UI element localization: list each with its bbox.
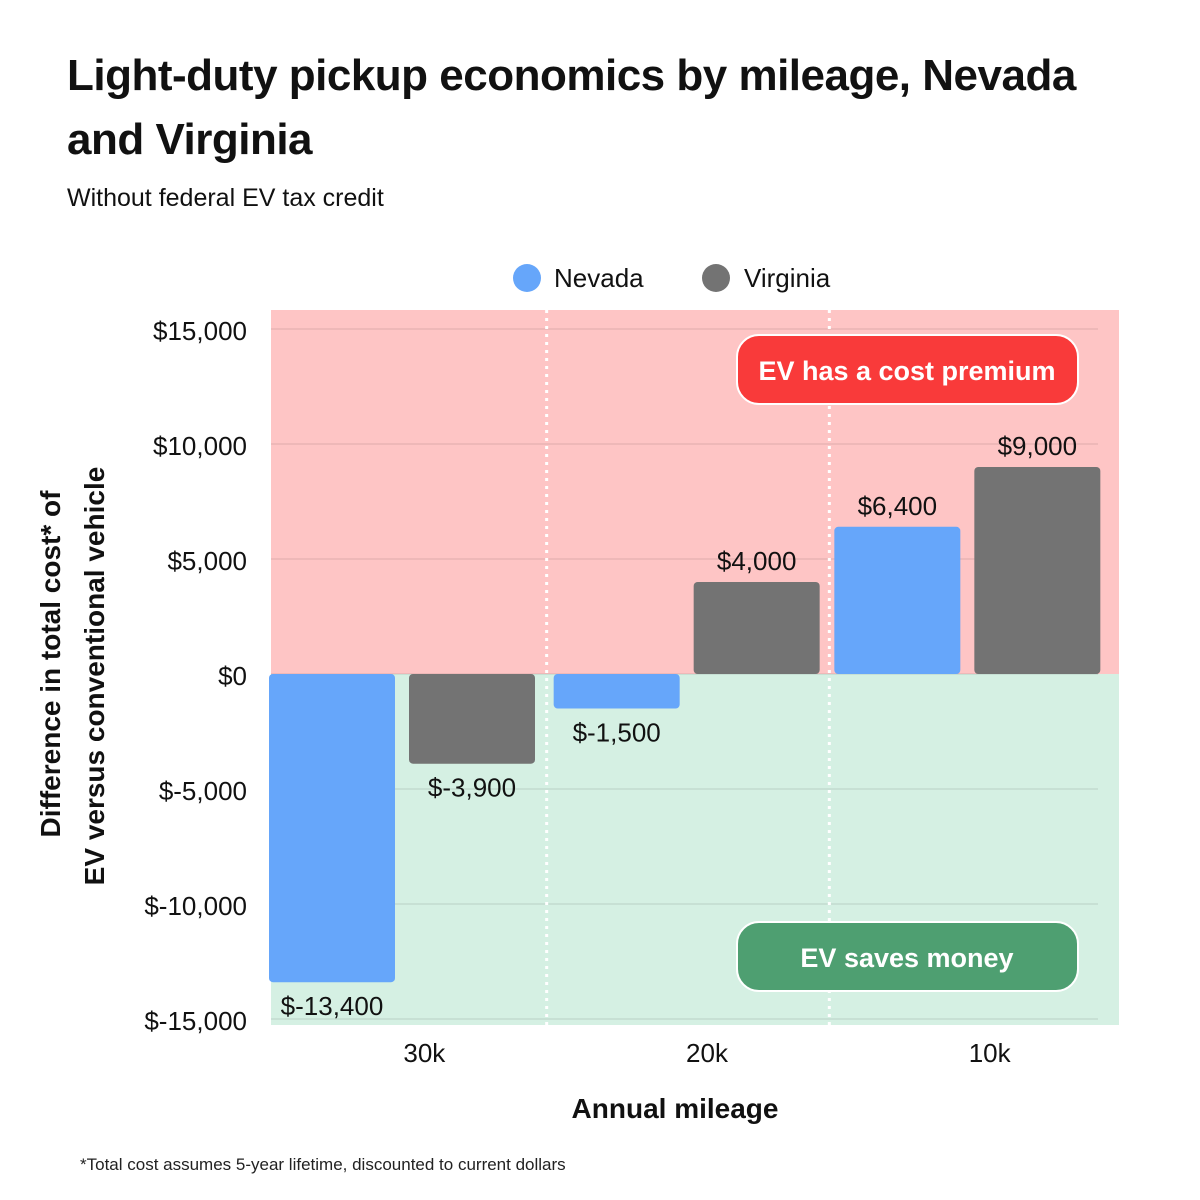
cost-premium-badge: EV has a cost premium [736,334,1079,405]
bar-label-virginia-30k: $-3,900 [428,773,516,803]
y-tick-label: $0 [218,661,247,691]
saves-money-badge: EV saves money [736,921,1079,992]
chart-subtitle: Without federal EV tax credit [67,184,384,212]
bar-nevada-20k [553,674,680,709]
y-tick-label: $5,000 [167,546,247,576]
bar-label-nevada-20k: $-1,500 [573,718,661,748]
legend-swatch-nevada [513,264,541,292]
bars [269,467,1101,983]
bar-nevada-30k [269,674,395,983]
legend: Nevada Virginia [513,263,831,293]
y-tick-label: $15,000 [153,316,247,346]
x-tick-label: 30k [403,1038,446,1068]
bar-label-virginia-10k: $9,000 [998,431,1078,461]
x-axis-title: Annual mileage [572,1093,779,1124]
x-tick-label: 10k [969,1038,1012,1068]
bar-virginia-20k [693,582,820,674]
y-tick-label: $-5,000 [159,776,247,806]
y-axis-title-line-1: Difference in total cost* of [35,490,66,838]
footnote: *Total cost assumes 5-year lifetime, dis… [80,1155,566,1174]
bar-value-labels: $-13,400 $-3,900 $-1,500 $4,000 $6,400 $9,000 [281,431,1077,1021]
cost-premium-badge-label: EV has a cost premium [758,356,1055,386]
x-axis: 30k 20k 10k [403,1038,1011,1068]
saves-money-badge-label: EV saves money [800,943,1013,973]
y-tick-label: $10,000 [153,431,247,461]
legend-label-virginia: Virginia [744,263,831,293]
y-tick-label: $-15,000 [144,1006,247,1036]
gridlines [271,328,1098,1020]
bar-label-virginia-20k: $4,000 [717,546,797,576]
bar-virginia-30k [409,674,535,764]
bar-label-nevada-10k: $6,400 [858,491,938,521]
legend-label-nevada: Nevada [554,263,644,293]
x-tick-label: 20k [686,1038,729,1068]
bar-label-nevada-30k: $-13,400 [281,991,384,1021]
bar-virginia-10k [974,467,1101,674]
legend-swatch-virginia [702,264,730,292]
chart-title: Light-duty pickup economics by mileage, … [67,51,1076,164]
y-tick-label: $-10,000 [144,891,247,921]
y-axis: $15,000 $10,000 $5,000 $0 $-5,000 $-10,000 $-1… [144,316,247,1036]
bar-nevada-10k [834,526,961,674]
y-axis-title-line-2: EV versus conventional vehicle [79,467,110,886]
